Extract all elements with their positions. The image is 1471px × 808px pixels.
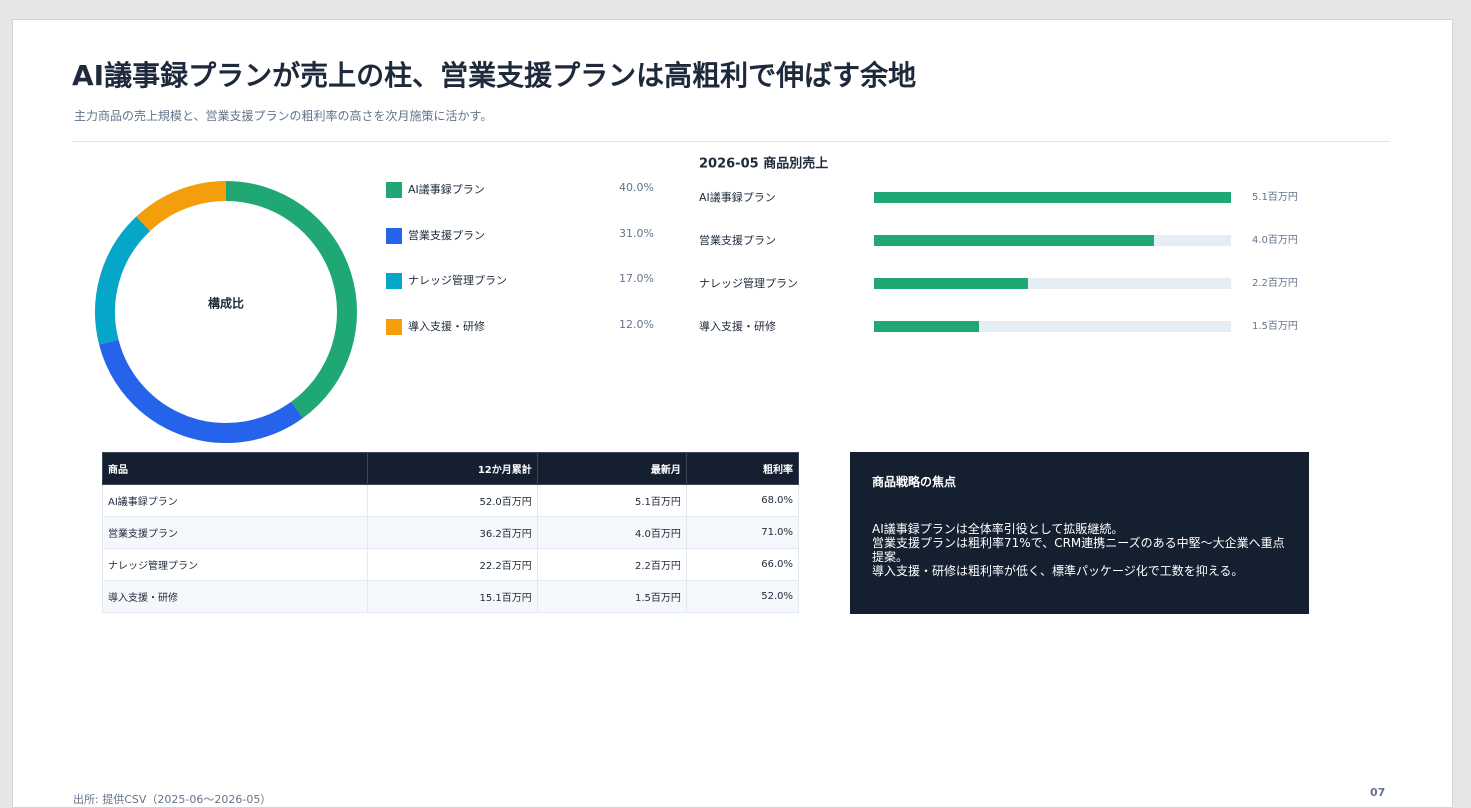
bar	[874, 321, 979, 332]
table-cell: 2.2百万円	[536, 548, 687, 581]
title: AI議事録プランが売上の柱、営業支援プランは高粗利で伸ばす余地	[72, 59, 917, 92]
legend-label: AI議事録プラン	[408, 183, 485, 196]
column-header: 商品	[102, 452, 368, 485]
table-row: AI議事録プラン 52.0百万円 5.1百万円 68.0%	[102, 484, 800, 517]
divider	[72, 141, 1390, 142]
source: 出所: 提供CSV（2025-06〜2026-05）	[73, 793, 272, 806]
bar-label: 導入支援・研修	[699, 319, 776, 333]
legend-swatch	[386, 273, 402, 289]
donut-segment	[225, 181, 357, 418]
legend-value: 12.0%	[619, 317, 654, 331]
table-cell: 66.0%	[685, 548, 800, 581]
donut-segment	[95, 216, 151, 345]
bar-label: ナレッジ管理プラン	[699, 276, 798, 290]
donut-chart: 構成比	[95, 181, 357, 443]
legend-value: 17.0%	[619, 272, 654, 285]
note-line: 営業支援プランは粗利率71%で、CRM連携ニーズのある中堅〜大企業へ重点提案。	[872, 536, 1285, 564]
legend-label: 営業支援プラン	[408, 228, 485, 242]
table-cell: 営業支援プラン	[102, 516, 368, 549]
bar-value-label: 5.1百万円	[1252, 191, 1298, 203]
bar-track	[874, 278, 1231, 289]
table-cell: 1.5百万円	[536, 580, 687, 613]
bar-label: 営業支援プラン	[699, 233, 776, 247]
table: 商品 12か月累計 最新月 粗利率 AI議事録プラン 52.0百万円 5.1百万円 68.0%…	[102, 452, 800, 613]
table-cell: AI議事録プラン	[102, 484, 368, 517]
table-cell: 71.0%	[685, 516, 800, 549]
donut-center-label: 構成比	[208, 296, 244, 311]
table-row: ナレッジ管理プラン 22.2百万円 2.2百万円 66.0%	[102, 548, 800, 581]
bar-label: AI議事録プラン	[699, 190, 776, 204]
legend-swatch	[386, 227, 402, 244]
note-body: AI議事録プランは全体率引役として拡販継続。 営業支援プランは粗利率71%で、CR…	[872, 522, 1292, 578]
table-cell: 36.2百万円	[366, 516, 538, 549]
subtitle: 主力商品の売上規模と、営業支援プランの粗利率の高さを次月施策に活かす。	[74, 109, 493, 123]
table-row: 営業支援プラン 36.2百万円 4.0百万円 71.0%	[102, 516, 800, 549]
page-number: 07	[1370, 786, 1386, 799]
column-header: 最新月	[536, 452, 687, 485]
note-line: 導入支援・研修は粗利率が低く、標準パッケージ化で工数を抑える。	[872, 564, 1244, 578]
table-cell: ナレッジ管理プラン	[102, 548, 368, 581]
donut-segment	[136, 181, 227, 232]
table-cell: 導入支援・研修	[102, 580, 368, 613]
bar-value-label: 1.5百万円	[1252, 320, 1298, 332]
legend-value: 31.0%	[619, 226, 654, 240]
bar	[874, 235, 1154, 246]
legend-label: 導入支援・研修	[408, 319, 485, 333]
table-cell: 5.1百万円	[536, 484, 687, 517]
bar	[874, 192, 1231, 203]
table-row: 導入支援・研修 15.1百万円 1.5百万円 52.0%	[102, 580, 800, 613]
table-cell: 22.2百万円	[366, 548, 538, 581]
legend-swatch	[386, 318, 402, 335]
slide	[12, 19, 1453, 808]
note-line: AI議事録プランは全体率引役として拡販継続。	[872, 522, 1124, 536]
bar-value-label: 4.0百万円	[1252, 234, 1298, 246]
table-cell: 15.1百万円	[366, 580, 538, 613]
table-cell: 52.0%	[685, 580, 800, 613]
note-box: 商品戦略の焦点 AI議事録プランは全体率引役として拡販継続。 営業支援プランは粗利…	[850, 452, 1309, 614]
legend-value: 40.0%	[619, 181, 654, 194]
column-header: 粗利率	[685, 452, 800, 485]
table-cell: 4.0百万円	[536, 516, 687, 549]
bar	[874, 278, 1028, 289]
column-header: 12か月累計	[366, 452, 538, 485]
table-cell: 68.0%	[685, 484, 800, 517]
table-cell: 52.0百万円	[366, 484, 538, 517]
bar-value-label: 2.2百万円	[1252, 277, 1298, 289]
legend-label: ナレッジ管理プラン	[408, 274, 507, 287]
bar-track	[874, 321, 1231, 332]
note-title: 商品戦略の焦点	[872, 475, 957, 489]
legend-swatch	[386, 182, 402, 198]
bar-chart-title: 2026-05 商品別売上	[699, 156, 828, 172]
donut-segment	[99, 339, 303, 443]
